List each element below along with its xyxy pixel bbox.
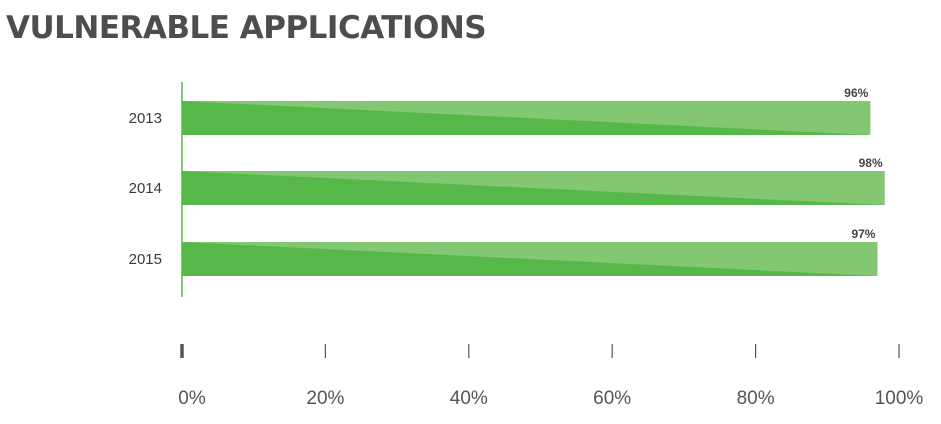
bar-lower-facet bbox=[182, 101, 871, 135]
bar-2013: 2013 96% bbox=[129, 86, 871, 135]
x-tick-label: 100% bbox=[875, 388, 924, 409]
x-tick-label: 80% bbox=[737, 388, 775, 409]
category-label: 2014 bbox=[129, 180, 162, 197]
chart-title: VULNERABLE APPLICATIONS bbox=[6, 10, 487, 46]
bar-2015: 2015 97% bbox=[129, 227, 878, 276]
value-label: 97% bbox=[851, 227, 875, 241]
x-tick-label: 0% bbox=[178, 388, 206, 409]
category-label: 2015 bbox=[129, 251, 162, 268]
x-tick-100: 100% bbox=[875, 344, 924, 409]
x-tick-label: 20% bbox=[306, 388, 344, 409]
value-label: 98% bbox=[859, 156, 883, 170]
bar-lower-facet bbox=[182, 171, 885, 205]
x-tick-60: 60% bbox=[593, 344, 631, 409]
x-tick-label: 40% bbox=[450, 388, 488, 409]
bar-lower-facet bbox=[182, 242, 878, 276]
x-tick-80: 80% bbox=[737, 344, 775, 409]
bar-2014: 2014 98% bbox=[129, 156, 885, 205]
x-tick-20: 20% bbox=[306, 344, 345, 409]
x-tick-label: 60% bbox=[593, 388, 631, 409]
x-tick-40: 40% bbox=[450, 344, 488, 409]
x-tick-0: 0% bbox=[178, 344, 206, 409]
category-label: 2013 bbox=[129, 110, 162, 127]
value-label: 96% bbox=[844, 86, 868, 100]
